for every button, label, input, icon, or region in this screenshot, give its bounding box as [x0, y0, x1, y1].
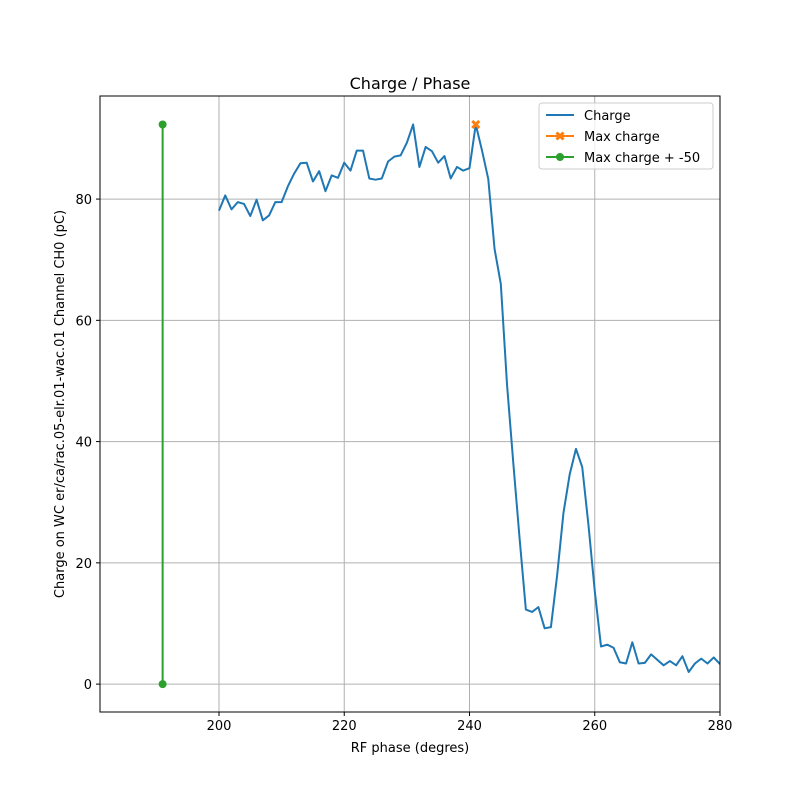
legend-box — [538, 102, 714, 170]
legend-label: Max charge + -50 — [584, 151, 700, 166]
x-axis: 200 220 240 260 280 — [207, 712, 733, 734]
x-tick-label: 220 — [332, 719, 357, 734]
series-layer — [158, 119, 721, 689]
legend-label: Max charge — [584, 130, 660, 145]
y-tick-label: 60 — [75, 314, 92, 329]
data-point — [158, 120, 167, 129]
plot-frame — [99, 95, 721, 713]
y-tick-label: 0 — [84, 678, 92, 693]
legend-label: Charge — [584, 109, 631, 124]
y-tick-label: 80 — [75, 193, 92, 208]
data-point — [471, 119, 481, 130]
grid — [100, 96, 721, 712]
series-line-charge — [218, 123, 721, 673]
y-axis-label: Charge on WC er/ca/rac.05-elr.01-wac.01 … — [53, 210, 68, 598]
y-tick-label: 40 — [75, 436, 92, 451]
y-tick-label: 20 — [75, 557, 92, 572]
x-tick-label: 280 — [708, 719, 733, 734]
legend-marker — [555, 131, 565, 141]
legend-marker — [556, 153, 564, 161]
x-tick-label: 240 — [457, 719, 482, 734]
data-point — [158, 680, 167, 689]
y-axis: 0 20 40 60 80 — [75, 193, 100, 693]
chart-title: Charge / Phase — [350, 74, 471, 93]
legend: Charge Max charge Max charge + -50 — [538, 102, 714, 170]
x-axis-label: RF phase (degres) — [351, 741, 469, 756]
x-tick-label: 260 — [582, 719, 607, 734]
x-tick-label: 200 — [207, 719, 232, 734]
